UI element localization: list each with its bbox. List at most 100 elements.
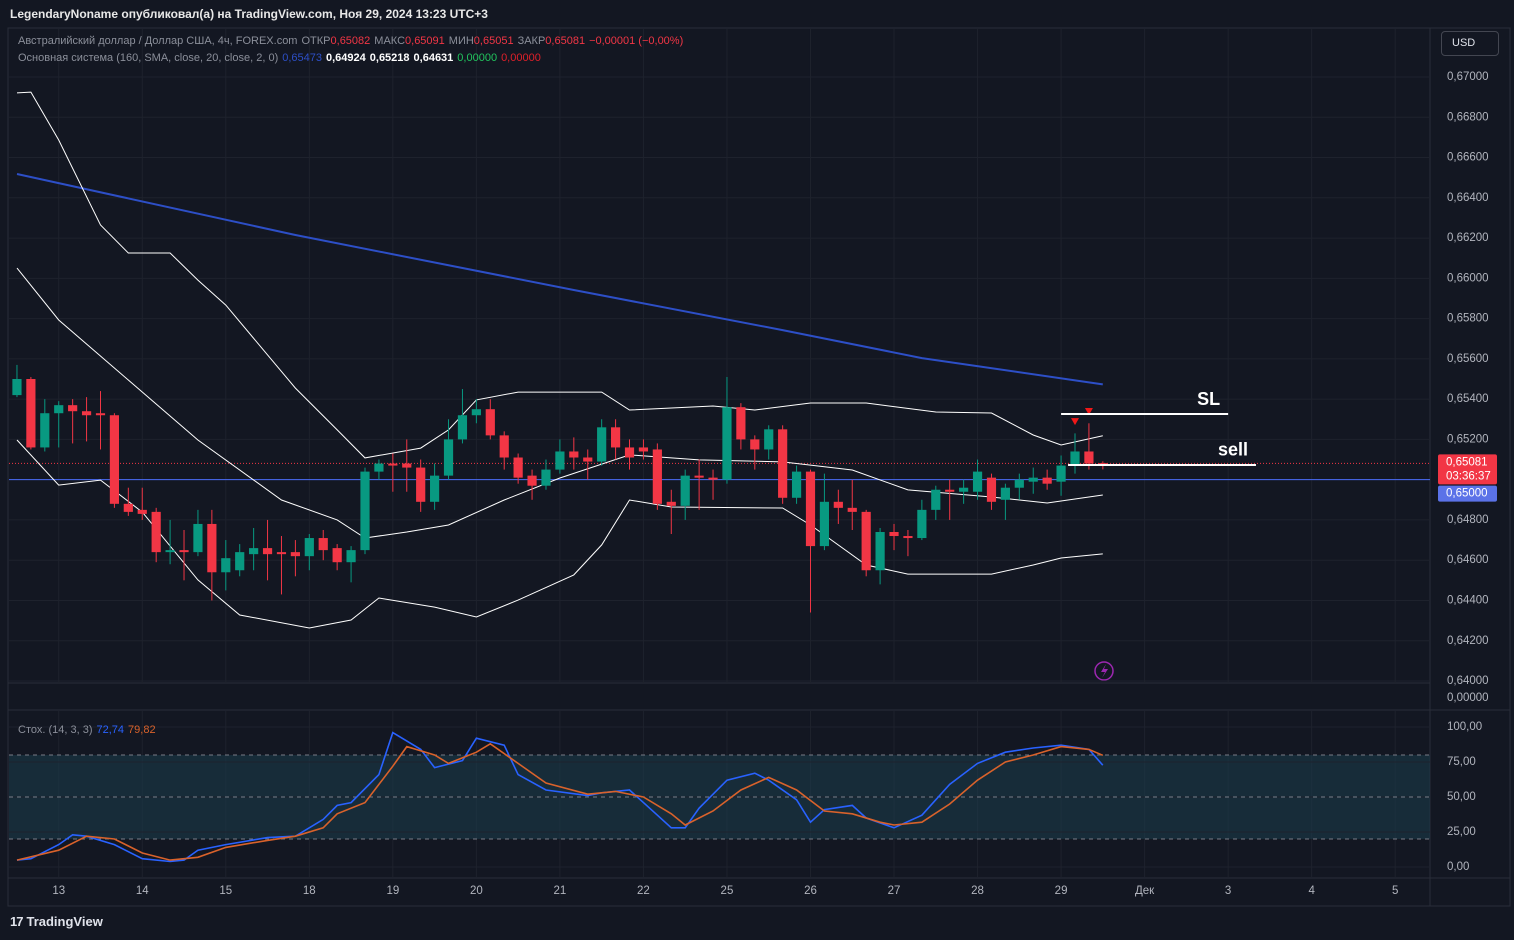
y-tick-label: 0,66200	[1447, 232, 1489, 244]
x-tick-label: 25	[721, 885, 734, 897]
candle-body	[1000, 487, 1010, 500]
candle-body	[527, 475, 537, 486]
candle-body	[1084, 451, 1094, 464]
ohlc-value: 0,65051	[473, 35, 514, 47]
candle-body	[416, 467, 426, 502]
indicator-value: 0,00000	[457, 52, 498, 64]
candle-body	[193, 523, 203, 553]
stoch-line	[16, 742, 1104, 861]
candle-body	[833, 501, 843, 508]
ohlc-label: ОТКР	[301, 35, 331, 47]
candle-body	[290, 552, 300, 557]
candle-body	[179, 550, 189, 553]
x-tick-label: 15	[219, 885, 232, 897]
x-tick-label: 22	[637, 885, 650, 897]
footer-logo[interactable]: 17 TradingView	[10, 914, 103, 929]
candle-body	[109, 415, 120, 504]
candle-body	[1014, 479, 1024, 488]
x-tick-label: Дек	[1135, 885, 1155, 897]
y-tick-label: 0,65400	[1447, 393, 1489, 405]
y-tick-label: 0,64800	[1447, 514, 1489, 526]
candle-body	[722, 407, 732, 480]
candle-body	[597, 427, 607, 462]
y-tick-label: 0,66000	[1447, 272, 1489, 284]
chart-title: Австралийский доллар / Доллар США, 4ч, F…	[18, 35, 298, 47]
indicator-value: 0,64631	[413, 52, 454, 64]
y-tick-label: 100,00	[1447, 721, 1482, 733]
candle-body	[736, 407, 746, 440]
x-tick-label: 28	[971, 885, 984, 897]
y-tick-label: 0,64200	[1447, 635, 1489, 647]
candle-body	[499, 435, 509, 458]
candle-body	[235, 552, 245, 571]
candle-body	[583, 457, 593, 462]
candle-body	[12, 378, 22, 396]
candle-body	[1042, 477, 1052, 484]
y-tick-label: 0,64600	[1447, 554, 1489, 566]
y-tick-label: 50,00	[1447, 791, 1476, 803]
ohlc-label: ЗАКР	[517, 35, 546, 47]
candle-body	[889, 532, 899, 537]
x-tick-label: 20	[470, 885, 483, 897]
y-tick-label: 0,66400	[1447, 192, 1489, 204]
y-tick-label: 0,66600	[1447, 152, 1489, 164]
annotation-label: SL	[1197, 389, 1220, 409]
candle-body	[666, 501, 676, 506]
candle-body	[610, 427, 621, 448]
candle-body	[54, 405, 64, 414]
ohlc-label: МАКС	[374, 35, 406, 47]
candle-body	[708, 477, 718, 480]
x-tick-label: 21	[554, 885, 567, 897]
y-tick-label: 0,65200	[1447, 433, 1489, 445]
candle-body	[485, 409, 495, 436]
candle-body	[402, 463, 412, 468]
stoch-value: 72,74	[96, 724, 125, 736]
sma-line	[16, 173, 1103, 386]
price-line-label: 0,65000	[1446, 488, 1488, 500]
candle-body	[457, 415, 468, 440]
last-price-box	[1438, 454, 1497, 485]
volume-axis-label: 0,00000	[1447, 692, 1489, 704]
candle-body	[68, 405, 78, 412]
indicator-value: 0,65218	[369, 52, 410, 64]
header: LegendaryNoname опубликовал(а) на Tradin…	[10, 7, 488, 21]
candle-body	[945, 489, 955, 492]
y-tick-label: 0,64000	[1447, 675, 1489, 687]
ohlc-value: 0,65082	[330, 35, 371, 47]
candle-body	[1070, 451, 1080, 466]
candle-body	[304, 538, 314, 557]
indicator-value: 0,00000	[501, 52, 541, 64]
candle-body	[221, 558, 231, 573]
candle-body	[40, 413, 50, 448]
candle-body	[624, 447, 635, 458]
x-tick-label: 14	[136, 885, 149, 897]
candle-body	[262, 548, 273, 555]
y-tick-label: 75,00	[1447, 756, 1476, 768]
band-line	[16, 267, 1103, 539]
candle-body	[137, 509, 147, 514]
candle-body	[764, 429, 774, 450]
y-tick-label: 0,00	[1447, 861, 1469, 873]
candle-body	[652, 449, 662, 504]
y-tick-label: 0,65600	[1447, 353, 1489, 365]
candle-body	[360, 471, 370, 551]
candle-body	[972, 471, 983, 492]
indicator-name: Основная система (160, SMA, close, 20, c…	[18, 52, 279, 64]
candle-body	[791, 471, 802, 498]
candle-body	[388, 463, 398, 466]
candle-body	[917, 509, 927, 539]
event-icon[interactable]	[1094, 661, 1114, 681]
candle-body	[875, 532, 885, 571]
signal-marker	[1084, 408, 1093, 416]
candle-body	[207, 523, 217, 573]
candle-body	[750, 439, 760, 450]
ohlc-value: 0,65091	[405, 35, 445, 47]
ohlc-label: МИН	[448, 35, 474, 47]
currency-button[interactable]: USD	[1441, 31, 1499, 56]
candle-body	[332, 548, 342, 563]
candle-body	[694, 475, 704, 478]
price-line-box	[1438, 485, 1497, 502]
candle-body	[959, 487, 969, 492]
candle-body	[861, 511, 871, 571]
